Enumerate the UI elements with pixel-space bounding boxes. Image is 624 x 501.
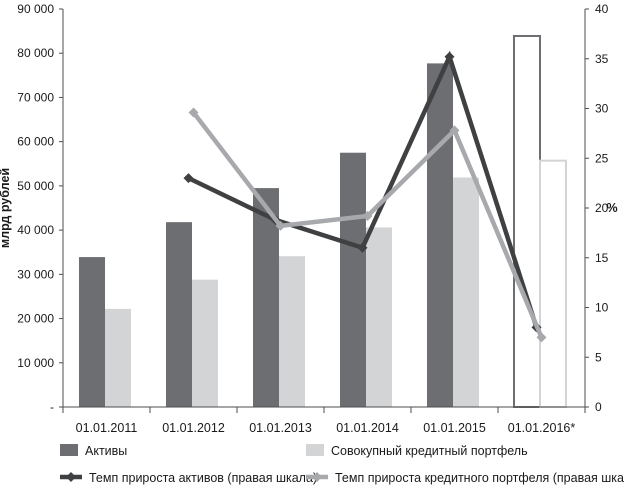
bar-loan-portfolio-0 [105, 308, 131, 407]
right-tick-label: 15 [595, 251, 609, 265]
category-label: 01.01.2015 [423, 421, 486, 435]
left-tick-label: 70 000 [17, 90, 54, 104]
marker-assets-growth-3 [444, 51, 455, 62]
legend-marker-assets-growth [66, 472, 76, 482]
marker-loan-growth-0 [188, 107, 199, 118]
left-tick-label: 40 000 [17, 223, 54, 237]
left-tick-label: 50 000 [17, 179, 54, 193]
bar-loan-portfolio-1 [192, 279, 218, 407]
legend-swatch-loan-portfolio [306, 444, 324, 456]
bar-assets-3 [340, 152, 366, 407]
left-tick-label: 60 000 [17, 135, 54, 149]
marker-assets-growth-2 [357, 242, 368, 253]
right-tick-label: 30 [595, 102, 609, 116]
legend-label-loan-portfolio: Совокупный кредитный портфель [331, 444, 528, 458]
bar-assets-5 [513, 34, 541, 408]
left-tick-label: 20 000 [17, 312, 54, 326]
right-tick-label: 25 [595, 151, 609, 165]
bar-loan-portfolio-3 [366, 227, 392, 407]
ticks-layer: - 10 000 20 000 30 000 40 000 50 000 60 000 70 … [17, 2, 608, 435]
right-tick-label: 5 [595, 350, 602, 364]
category-label: 01.01.2011 [76, 421, 138, 435]
right-tick-label: 10 [595, 301, 609, 315]
marker-loan-growth-3 [449, 125, 460, 136]
category-label: 01.01.2012 [162, 421, 225, 435]
bar-assets-2 [253, 188, 279, 407]
bar-loan-portfolio-4 [453, 177, 479, 407]
bars-layer [79, 34, 567, 408]
left-tick-label: - [50, 400, 54, 414]
y-axis-title-right: % [606, 201, 617, 215]
y-axis-title-left: млрд рублей [0, 168, 12, 248]
bar-loan-portfolio-2 [279, 256, 305, 407]
axes-layer [62, 9, 586, 408]
legend-label-loan-growth: Темп прироста кредитного портфеля (права… [335, 471, 624, 485]
bar-assets-4 [427, 63, 453, 407]
category-label: 01.01.2016* [508, 421, 576, 435]
left-tick-label: 80 000 [17, 46, 54, 60]
marker-loan-growth-1 [275, 220, 286, 231]
legend-marker-loan-growth [312, 472, 322, 482]
bar-loan-portfolio-5 [539, 159, 567, 408]
left-tick-label: 90 000 [17, 2, 54, 16]
bar-assets-0 [79, 257, 105, 407]
marker-loan-growth-4 [536, 332, 547, 343]
lines-layer [183, 50, 547, 343]
right-tick-label: 20 [595, 201, 609, 215]
right-tick-label: 40 [595, 2, 609, 16]
marker-loan-growth-2 [362, 210, 373, 221]
left-tick-label: 30 000 [17, 267, 54, 281]
right-tick-label: 0 [595, 400, 602, 414]
legend-label-assets-growth: Темп прироста активов (правая шкала) [89, 471, 317, 485]
legend-label-assets: Активы [85, 444, 127, 458]
category-label: 01.01.2014 [336, 421, 399, 435]
legend: Активы Совокупный кредитный портфель Темп … [60, 444, 624, 485]
marker-assets-growth-0 [183, 173, 194, 184]
legend-swatch-assets [60, 444, 78, 456]
left-tick-label: 10 000 [17, 356, 54, 370]
right-tick-label: 35 [595, 52, 609, 66]
category-label: 01.01.2013 [249, 421, 312, 435]
bar-assets-1 [166, 222, 192, 407]
